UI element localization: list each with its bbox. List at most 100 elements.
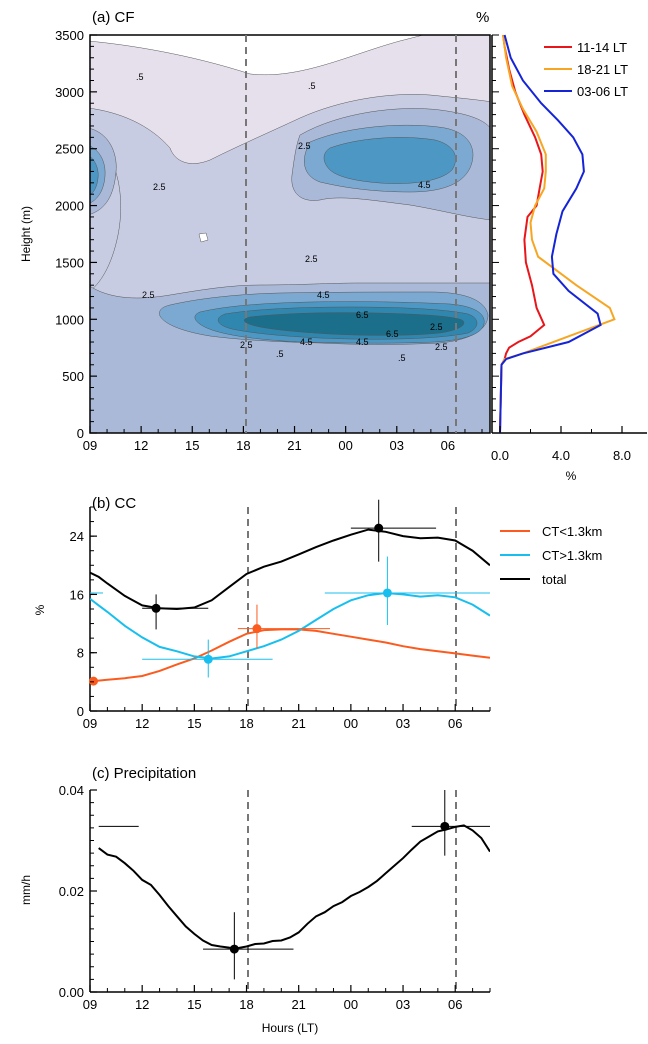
x-tick-label: 21 [291, 997, 305, 1012]
contour-level-6 [244, 312, 465, 336]
contour-label: 4.5 [317, 290, 330, 300]
x-tick-label: 18 [239, 997, 253, 1012]
contour-label: 6.5 [356, 310, 369, 320]
x-tick-label: 06 [448, 997, 462, 1012]
panel-b-legend: CT<1.3km CT>1.3km total [500, 524, 602, 587]
x-tick-label: 18 [239, 716, 253, 731]
series-line [93, 628, 490, 683]
data-point [229, 944, 239, 954]
y-tick-label: 0.02 [59, 884, 84, 899]
y-tick-label: 8 [77, 646, 84, 661]
x-tick-label: 21 [287, 438, 301, 453]
y-tick-label: 1000 [55, 312, 84, 327]
contour-label: .5 [276, 349, 284, 359]
x-tick-label: 0.0 [491, 448, 509, 463]
panel-a-unit: % [476, 9, 489, 26]
y-tick-label: 2000 [55, 199, 84, 214]
panel-a-ticks: 09 12 15 18 21 00 03 06 0 500 1000 1500 2000 2500 3000… [55, 28, 483, 453]
contour-label: 4.5 [418, 180, 431, 190]
x-tick-label: 21 [291, 716, 305, 731]
series-line [90, 528, 490, 611]
panel-a-contour [90, 35, 490, 433]
x-tick-label: 00 [344, 997, 358, 1012]
series-line [90, 591, 490, 660]
panel-b-markers [88, 499, 490, 686]
y-tick-label: 2500 [55, 142, 84, 157]
panel-c-lines [98, 824, 490, 950]
panel-c-markers [98, 790, 490, 980]
panel-c-ylabel: mm/h [19, 875, 33, 905]
y-tick-label: 0 [77, 704, 84, 719]
y-tick-label: 0 [77, 426, 84, 441]
legend-label: total [542, 572, 567, 587]
x-tick-label: 15 [187, 716, 201, 731]
x-tick-label: 15 [185, 438, 199, 453]
x-tick-label: 03 [396, 997, 410, 1012]
x-tick-label: 12 [134, 438, 148, 453]
x-tick-label: 00 [338, 438, 352, 453]
panel-b-title: (b) CC [92, 495, 136, 512]
legend-label: 18-21 LT [577, 62, 628, 77]
y-tick-label: 1500 [55, 255, 84, 270]
profile-xlabel: % [566, 469, 577, 483]
profile-line [499, 34, 546, 434]
contour-label: 2.5 [298, 141, 311, 151]
contour-label: 4.5 [356, 337, 369, 347]
x-tick-label: 12 [135, 997, 149, 1012]
x-tick-label: 09 [83, 997, 97, 1012]
legend-label: 11-14 LT [577, 40, 627, 55]
legend-label: CT<1.3km [542, 524, 602, 539]
panel-a-title: (a) CF [92, 9, 135, 26]
profile-frame [491, 35, 647, 434]
panel-a-frame [89, 34, 491, 434]
legend-label: CT>1.3km [542, 548, 602, 563]
y-tick-label: 24 [70, 529, 84, 544]
series-line [98, 824, 490, 950]
x-tick-label: 03 [396, 716, 410, 731]
data-point [88, 676, 98, 686]
x-tick-label: 06 [448, 716, 462, 731]
y-tick-label: 500 [62, 369, 84, 384]
x-tick-label: 09 [83, 438, 97, 453]
contour-label: 4.5 [300, 337, 313, 347]
data-point [440, 821, 450, 831]
x-tick-label: 00 [344, 716, 358, 731]
panel-a-ylabel: Height (m) [19, 206, 33, 262]
contour-label: 6.5 [386, 329, 399, 339]
contour-label: 2.5 [305, 254, 318, 264]
y-tick-label: 0.00 [59, 985, 84, 1000]
contour-labels: .5 .5 2.5 2.5 2.5 4.5 2.5 2.5 4.5 6.5 6.… [136, 72, 448, 363]
x-tick-label: 8.0 [613, 448, 631, 463]
x-tick-label: 12 [135, 716, 149, 731]
data-point [203, 654, 213, 664]
panel-c-ticks: 09 12 15 18 21 00 03 06 0.00 0.02 0.04 [59, 783, 491, 1012]
data-point [382, 588, 392, 598]
contour-label: .5 [398, 353, 406, 363]
profile-line [499, 34, 602, 434]
y-tick-label: 16 [70, 587, 84, 602]
contour-label: 2.5 [142, 290, 155, 300]
data-point [374, 523, 384, 533]
panel-b-ylabel: % [33, 604, 47, 615]
x-tick-label: 4.0 [552, 448, 570, 463]
x-tick-label: 09 [83, 716, 97, 731]
contour-label: 2.5 [430, 322, 443, 332]
legend-label: 03-06 LT [577, 84, 628, 99]
contour-label: .5 [308, 81, 316, 91]
contour-speck [198, 232, 209, 243]
x-tick-label: 15 [187, 997, 201, 1012]
profile-legend: 11-14 LT 18-21 LT 03-06 LT [544, 40, 628, 99]
profile-lines [499, 34, 616, 434]
y-tick-label: 0.04 [59, 783, 84, 798]
contour-label: 2.5 [153, 182, 166, 192]
panel-c-title: (c) Precipitation [92, 765, 196, 782]
contour-label: 2.5 [435, 342, 448, 352]
y-tick-label: 3500 [55, 28, 84, 43]
panel-c-xlabel: Hours (LT) [262, 1021, 318, 1035]
contour-label: 2.5 [240, 340, 253, 350]
panel-c-frame [89, 790, 490, 993]
x-tick-label: 06 [441, 438, 455, 453]
x-tick-label: 18 [236, 438, 250, 453]
contour-label: .5 [136, 72, 144, 82]
